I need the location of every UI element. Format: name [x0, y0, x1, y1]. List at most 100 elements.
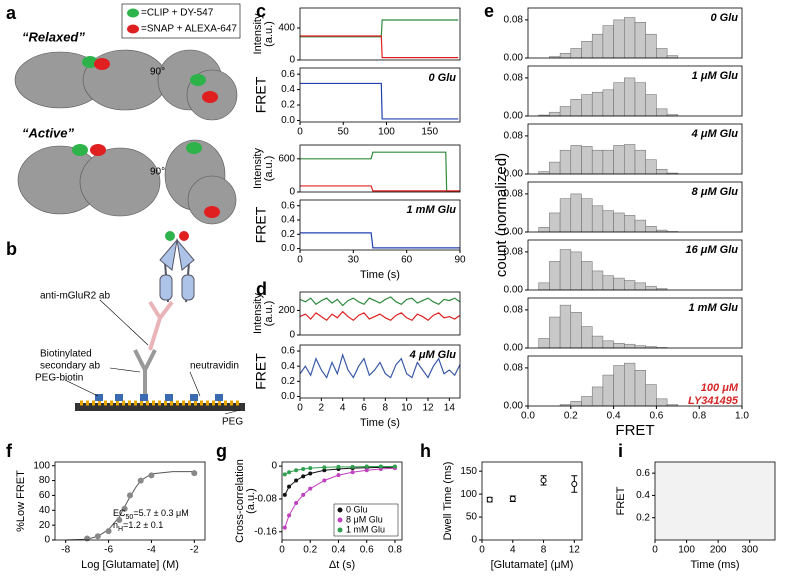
legend-label: =CLIP + DY-547	[141, 8, 214, 19]
point	[336, 473, 341, 478]
bar	[602, 210, 614, 233]
x-tick-label: 0	[297, 127, 303, 138]
bar	[591, 335, 604, 349]
plot-frame	[299, 67, 461, 123]
label: PEG	[222, 417, 243, 428]
rotation-label: 90°	[150, 167, 165, 178]
y-tick-label: 0.2	[636, 512, 650, 523]
x-tick-label: 0	[279, 545, 285, 556]
label: anti-mGluR2 ab	[40, 291, 110, 302]
trace	[299, 296, 461, 307]
panel-label: a	[6, 3, 17, 23]
bar	[559, 304, 572, 349]
bar	[624, 343, 636, 349]
bar	[602, 374, 614, 407]
bar	[538, 338, 550, 349]
plot-frame	[299, 7, 461, 61]
x-tick-label: 14	[444, 403, 456, 414]
bar	[559, 249, 572, 291]
protein-structures	[14, 49, 238, 225]
bar	[581, 261, 593, 291]
x-tick-label: 1.0	[735, 411, 749, 422]
bar	[591, 149, 604, 175]
label: secondary ab	[40, 361, 100, 372]
y-axis-title: Cross-correlation	[234, 459, 246, 543]
bar	[602, 149, 614, 175]
plot-frame	[299, 144, 461, 193]
y-tick-label: 0.4	[281, 361, 295, 372]
x-tick-label: -2	[190, 545, 199, 556]
y-tick-label: 600	[278, 153, 295, 164]
x-axis-title: Log [Glutamate] (M)	[81, 559, 179, 571]
bar	[613, 145, 625, 175]
bar	[624, 17, 636, 59]
annotation: 1 μM Glu	[692, 70, 739, 82]
y-tick-label: 0.4	[281, 215, 295, 226]
x-tick-label: 0	[297, 255, 303, 266]
bar	[613, 342, 625, 349]
y-axis-title: FRET	[615, 486, 627, 515]
x-tick-label: 0.8	[388, 545, 402, 556]
trace	[300, 35, 459, 59]
annotation: 1 mM Glu	[406, 204, 456, 216]
y-tick-label: 400	[278, 23, 295, 34]
x-tick-label: -8	[61, 545, 70, 556]
y-tick-label: 100	[33, 460, 50, 471]
y-axis-title: (a.u.)	[263, 21, 275, 47]
point	[84, 535, 91, 542]
annotation: 8 μM Glu	[692, 186, 739, 198]
point	[301, 492, 306, 497]
x-tick-label: 100	[378, 127, 395, 138]
y-axis-title: Dwell Time (ms)	[442, 462, 454, 541]
x-tick-label: 30	[348, 255, 360, 266]
point	[322, 478, 327, 483]
y-tick-label: 20	[39, 520, 51, 531]
plot-frame	[54, 461, 206, 541]
x-tick-label: 50	[338, 127, 350, 138]
legend-swatch	[337, 517, 343, 523]
bar	[634, 282, 646, 291]
y-tick-label: 0	[289, 187, 295, 198]
y-axis-title: (a.u.)	[263, 156, 275, 182]
plot-frame	[281, 461, 403, 541]
bar	[570, 145, 582, 175]
x-tick-label: 0.6	[360, 545, 374, 556]
y-tick-label: 0	[289, 55, 295, 66]
bar	[613, 212, 625, 233]
y-tick-label: 0.00	[504, 111, 524, 122]
point	[540, 477, 547, 484]
bar	[656, 168, 668, 175]
y-axis-title: count (normalized)	[493, 153, 510, 277]
y-tick-label: 0.6	[636, 468, 650, 479]
bar	[645, 94, 657, 117]
point	[301, 466, 306, 471]
y-tick-label: 0	[271, 461, 277, 472]
y-tick-label: 100	[460, 489, 477, 500]
y-tick-label: 0.08	[504, 247, 524, 258]
bar	[559, 106, 572, 117]
bar	[591, 386, 604, 407]
y-tick-label: 80	[39, 475, 51, 486]
legend-box	[333, 503, 399, 537]
x-tick-label: 2	[319, 403, 325, 414]
annotation: nH=1.2 ± 0.1	[113, 520, 163, 533]
point	[282, 492, 287, 497]
plot-frame	[299, 344, 461, 399]
bar	[581, 198, 593, 233]
x-tick-label: 0.0	[521, 411, 535, 422]
legend-box	[121, 3, 241, 39]
bar	[613, 82, 625, 117]
bar	[559, 52, 572, 59]
point	[364, 468, 369, 473]
bar	[645, 33, 657, 59]
point	[364, 464, 369, 469]
annotation: EC50=5.7 ± 0.3 μM	[113, 508, 189, 521]
point	[148, 472, 155, 479]
bar	[656, 398, 668, 407]
x-axis-title: [Glutamate] (μM)	[491, 559, 574, 571]
legend-label: 0 Glu	[346, 504, 368, 514]
plot-frame	[527, 123, 743, 175]
bar	[591, 91, 604, 117]
y-tick-label: 0.00	[504, 169, 524, 180]
